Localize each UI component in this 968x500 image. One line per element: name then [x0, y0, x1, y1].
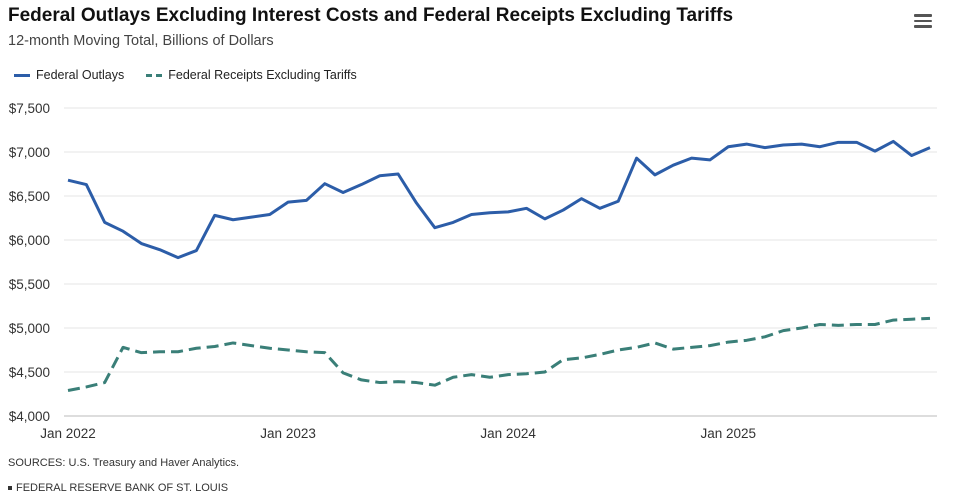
y-tick-label: $4,500 [9, 365, 50, 380]
y-tick-label: $4,000 [9, 409, 50, 424]
hamburger-menu-icon[interactable] [914, 14, 932, 28]
y-tick-label: $6,500 [9, 189, 50, 204]
dashed-line-swatch-icon [146, 73, 163, 77]
menu-bar [914, 25, 932, 28]
footer-credit: FEDERAL RESERVE BANK OF ST. LOUIS [8, 482, 228, 494]
legend-item-federal-outlays[interactable]: Federal Outlays [14, 68, 124, 82]
sources-note: SOURCES: U.S. Treasury and Haver Analyti… [8, 457, 240, 469]
y-tick-label: $7,500 [9, 101, 50, 116]
footer-credit-text: FEDERAL RESERVE BANK OF ST. LOUIS [16, 482, 229, 494]
y-tick-label: $7,000 [9, 145, 50, 160]
legend-label: Federal Receipts Excluding Tariffs [168, 68, 357, 82]
legend-item-federal-receipts[interactable]: Federal Receipts Excluding Tariffs [146, 68, 357, 82]
bullet-icon [8, 486, 12, 490]
x-tick-label: Jan 2024 [480, 426, 536, 441]
chart-title: Federal Outlays Excluding Interest Costs… [8, 5, 734, 26]
solid-line-swatch-icon [14, 73, 30, 77]
chart-subtitle: 12-month Moving Total, Billions of Dolla… [8, 33, 274, 49]
series-line-federal-receipts [67, 316, 931, 392]
menu-bar [914, 14, 932, 17]
y-tick-label: $6,000 [9, 233, 50, 248]
y-tick-label: $5,000 [9, 321, 50, 336]
line-chart: $4,000 $4,500 $5,000 $5,500 $6,000 $6,500 $7,0… [9, 101, 937, 441]
menu-bar [914, 19, 932, 23]
legend-label: Federal Outlays [36, 68, 125, 82]
y-tick-label: $5,500 [9, 277, 50, 292]
x-tick-label: Jan 2023 [260, 426, 316, 441]
x-tick-label: Jan 2025 [700, 426, 756, 441]
x-tick-label: Jan 2022 [40, 426, 96, 441]
chart-legend: Federal Outlays Federal Receipts Excludi… [14, 68, 379, 82]
series-line-federal-outlays [67, 139, 931, 260]
